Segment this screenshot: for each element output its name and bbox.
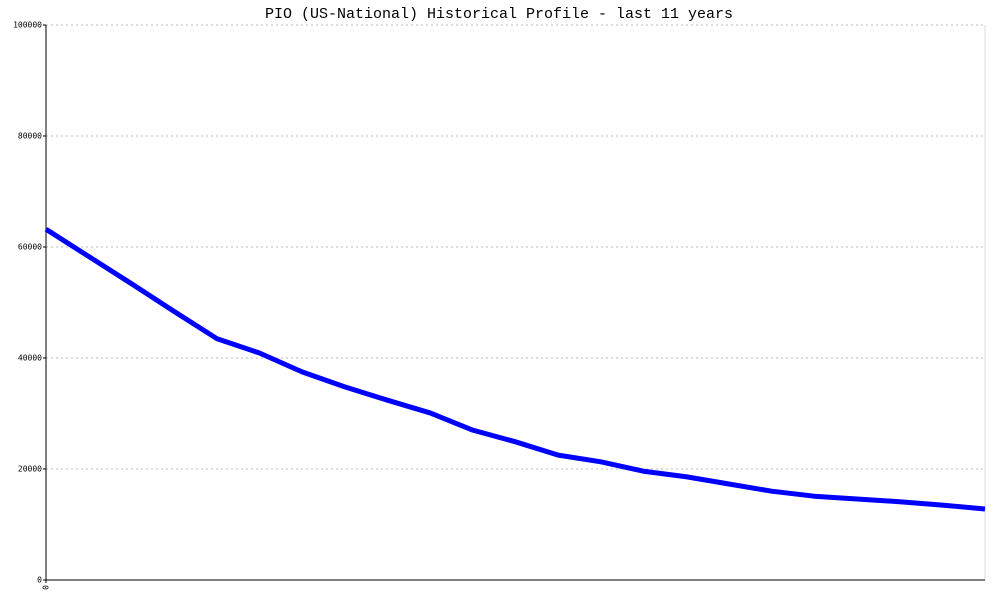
y-tick-label: 60000	[18, 243, 42, 252]
y-tick-label: 80000	[18, 132, 42, 141]
y-tick-label: 100000	[13, 21, 42, 30]
chart-title: PIO (US-National) Historical Profile - l…	[265, 6, 733, 23]
y-tick-label: 40000	[18, 354, 42, 363]
line-series	[44, 227, 986, 512]
x-tick-label: 0	[42, 585, 51, 590]
y-tick-label: 0	[37, 576, 42, 585]
y-tick-label: 20000	[18, 465, 42, 474]
